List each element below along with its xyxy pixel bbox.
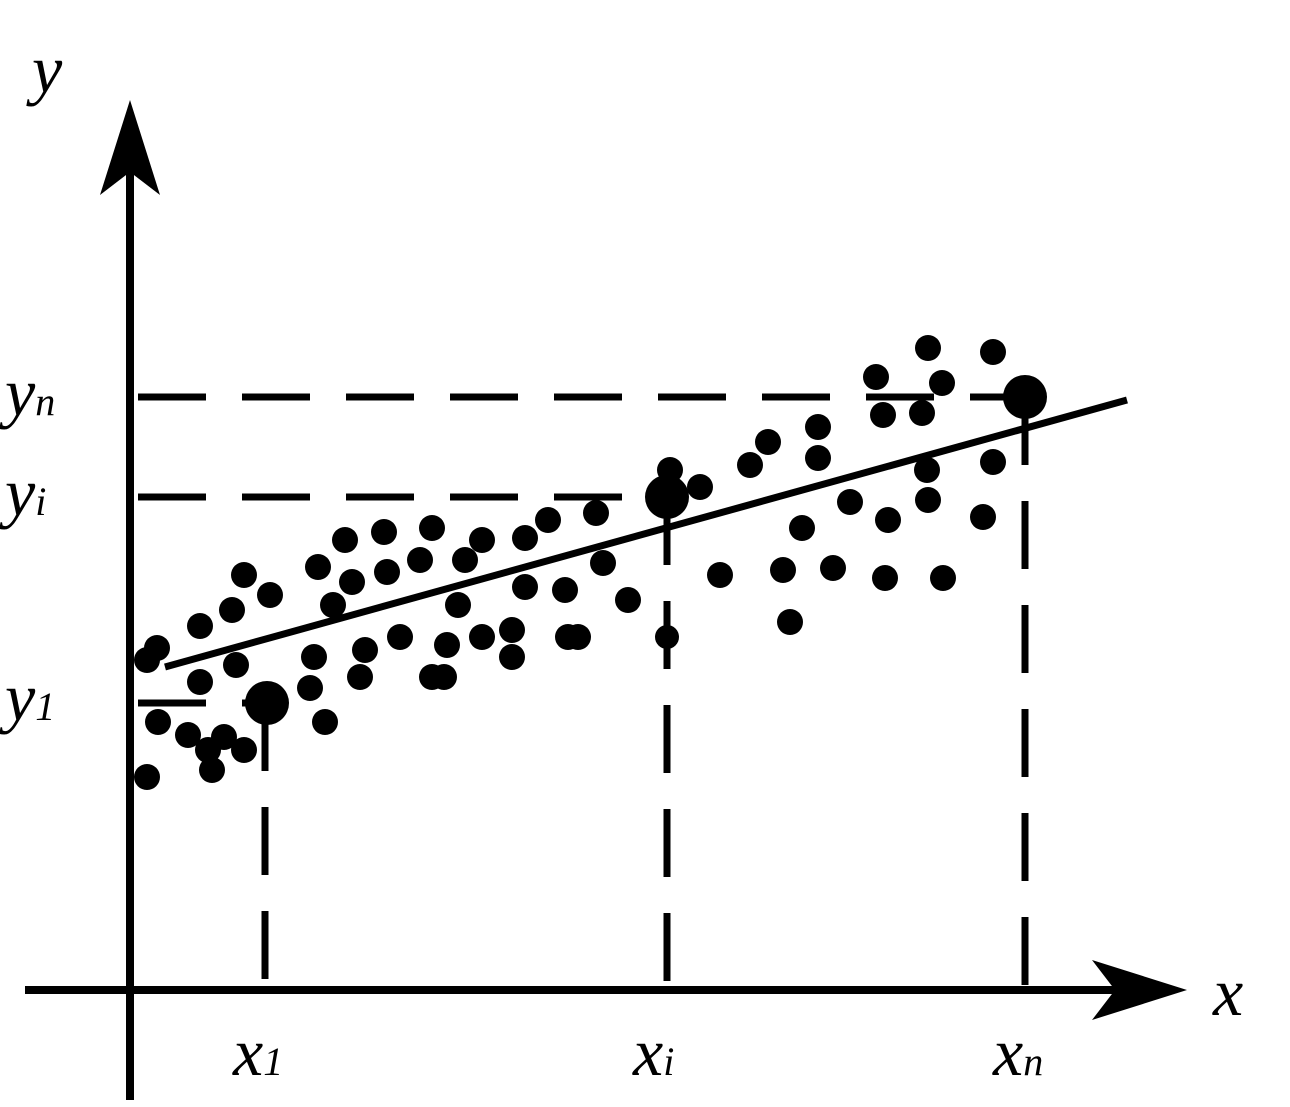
x-arrow <box>1092 960 1187 1020</box>
scatter-dot <box>565 624 591 650</box>
scatter-dot <box>469 624 495 650</box>
scatter-dot <box>144 635 170 661</box>
label-part: n <box>35 379 55 424</box>
scatter-dot <box>552 577 578 603</box>
scatter-dot <box>789 515 815 541</box>
label-part: n <box>1023 1039 1043 1084</box>
scatter-dot <box>915 335 941 361</box>
label-part: y <box>0 454 36 530</box>
label-part: y <box>0 659 36 735</box>
scatter-dot <box>870 402 896 428</box>
scatter-dot <box>305 554 331 580</box>
scatter-dot <box>863 364 889 390</box>
scatter-dot <box>175 722 201 748</box>
x-axis-label: x <box>1212 954 1243 1030</box>
scatter-dot <box>231 562 257 588</box>
x-label: xn <box>992 1014 1043 1090</box>
scatter-dot <box>499 644 525 670</box>
scatter-dot <box>929 370 955 396</box>
y-arrow <box>100 100 160 195</box>
scatter-dot <box>590 550 616 576</box>
x-label: xi <box>632 1014 674 1090</box>
label-part: i <box>35 479 46 524</box>
scatter-dot <box>820 555 846 581</box>
point-n <box>1003 375 1047 419</box>
scatter-dot <box>134 764 160 790</box>
scatter-dot <box>512 574 538 600</box>
scatter-dot <box>145 709 171 735</box>
regression-line <box>164 396 1128 671</box>
scatter-dot <box>535 507 561 533</box>
scatter-dot <box>469 527 495 553</box>
label-part: 1 <box>35 684 55 729</box>
scatter-dot <box>872 565 898 591</box>
y-label: yn <box>0 354 55 430</box>
scatter-dot <box>583 500 609 526</box>
scatter-dot <box>970 504 996 530</box>
scatter-dot <box>419 515 445 541</box>
scatter-dot <box>332 527 358 553</box>
label-part: 1 <box>263 1039 283 1084</box>
label-part: i <box>663 1039 674 1084</box>
scatter-dot <box>499 617 525 643</box>
scatter-dot <box>687 474 713 500</box>
scatter-dot <box>837 489 863 515</box>
point-i <box>645 475 689 519</box>
y-label: y1 <box>0 659 55 735</box>
scatter-dot <box>875 507 901 533</box>
scatter-dot <box>187 613 213 639</box>
y-label: yi <box>0 454 46 530</box>
scatter-dot <box>452 547 478 573</box>
scatter-dot <box>199 757 225 783</box>
scatter-dots <box>134 335 1006 790</box>
scatter-dot <box>312 709 338 735</box>
scatter-dot <box>915 487 941 513</box>
scatter-dot <box>352 637 378 663</box>
scatter-dot <box>387 624 413 650</box>
scatter-dot <box>755 429 781 455</box>
label-part: y <box>0 354 36 430</box>
scatter-dot <box>615 587 641 613</box>
scatter-dot <box>737 452 763 478</box>
scatter-dot <box>445 592 471 618</box>
scatter-dot <box>512 525 538 551</box>
scatter-dot <box>980 339 1006 365</box>
scatter-dot <box>914 457 940 483</box>
point-1 <box>245 681 289 725</box>
scatter-dot <box>805 414 831 440</box>
scatter-dot <box>431 664 457 690</box>
scatter-dot <box>257 582 283 608</box>
scatter-dot <box>211 724 237 750</box>
scatter-dot <box>347 664 373 690</box>
scatter-dot <box>407 547 433 573</box>
x-label: x1 <box>232 1014 283 1090</box>
y-axis-label: y <box>26 31 63 107</box>
scatter-dot <box>219 597 245 623</box>
scatter-dot <box>434 632 460 658</box>
scatter-dot <box>930 565 956 591</box>
scatter-dot <box>374 559 400 585</box>
scatter-dot <box>777 609 803 635</box>
scatter-dot <box>371 519 397 545</box>
label-part: x <box>632 1014 663 1090</box>
scatter-dot <box>231 737 257 763</box>
label-part: x <box>232 1014 263 1090</box>
scatter-dot <box>655 625 679 649</box>
guides <box>138 393 1029 990</box>
scatter-dot <box>223 652 249 678</box>
scatter-dot <box>980 449 1006 475</box>
scatter-dot <box>187 669 213 695</box>
scatter-dot <box>320 592 346 618</box>
scatter-dot <box>909 400 935 426</box>
scatter-dot <box>770 557 796 583</box>
scatter-dot <box>805 445 831 471</box>
scatter-dot <box>339 569 365 595</box>
scatter-dot <box>297 675 323 701</box>
scatter-dot <box>707 562 733 588</box>
scatter-dot <box>301 644 327 670</box>
label-part: x <box>992 1014 1023 1090</box>
